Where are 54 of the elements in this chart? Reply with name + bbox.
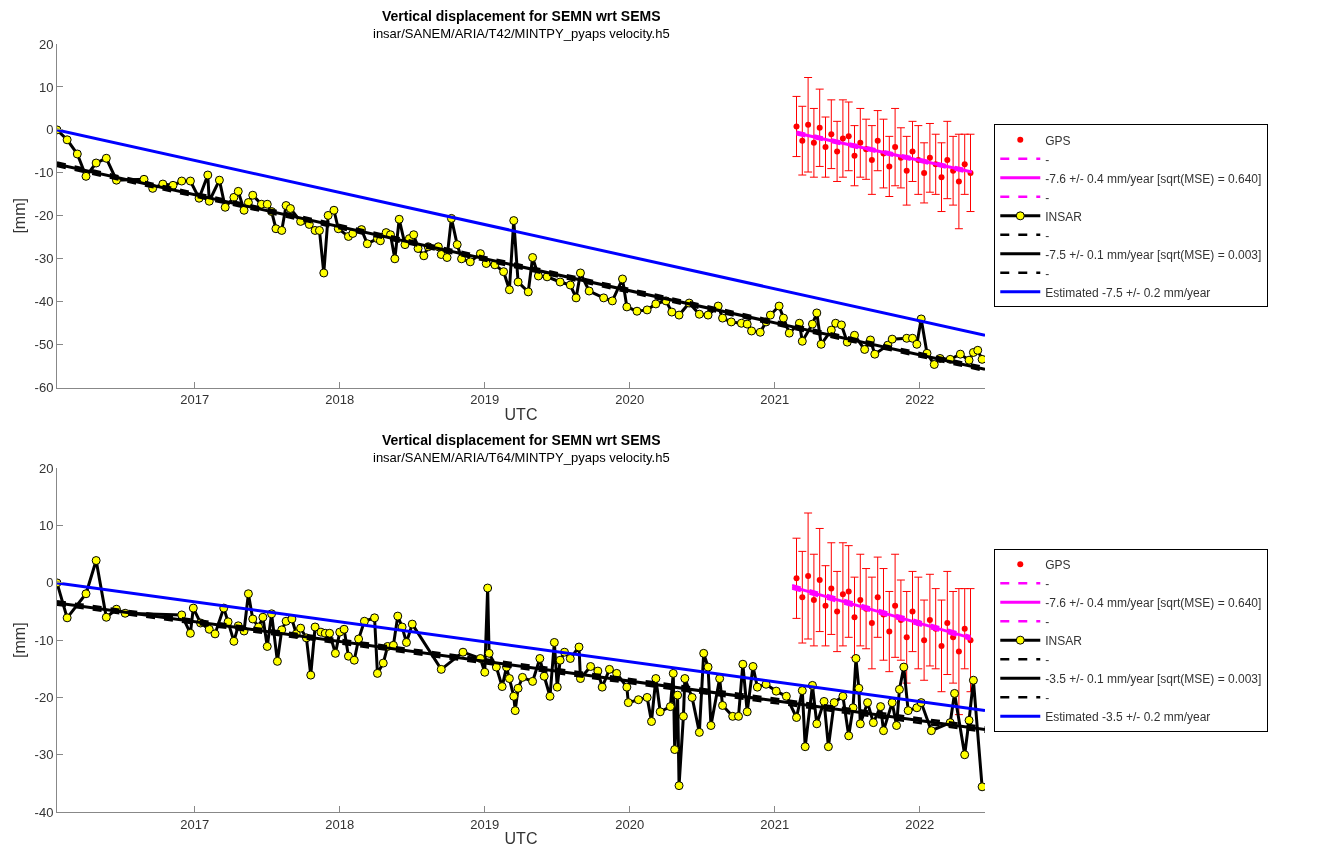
legend-label: INSAR [1045, 209, 1083, 224]
x-tick-label: 2021 [760, 392, 790, 408]
x-tick-label: 2018 [325, 392, 355, 408]
legend-label: INSAR [1045, 633, 1083, 648]
legend-label: - [1045, 266, 1050, 281]
x-tick-label: 2022 [905, 816, 935, 832]
y-tick-label: -40 [34, 804, 54, 820]
y-tick-label: 10 [38, 518, 54, 534]
y-tick-label: -20 [34, 208, 54, 224]
y-tick-label: -20 [34, 689, 54, 705]
x-tick-label: 2018 [325, 816, 355, 832]
y-tick-label: -10 [34, 632, 54, 648]
legend-label: Estimated -3.5 +/- 0.2 mm/year [1045, 709, 1211, 724]
y-tick-label: 20 [38, 36, 54, 52]
x-tick-label: 2020 [615, 816, 645, 832]
y-tick-label: -30 [34, 747, 54, 763]
chart-subtitle: insar/SANEM/ARIA/T42/MINTPY_pyaps velocity.h5 [373, 26, 670, 41]
y-tick-label: -50 [34, 337, 54, 353]
chart-title: Vertical displacement for SEMN wrt SEMS [382, 432, 661, 448]
y-tick-label: 0 [46, 575, 54, 591]
x-axis-title: UTC [504, 405, 538, 423]
legend-label: - [1045, 228, 1050, 243]
chart-title: Vertical displacement for SEMN wrt SEMS [382, 8, 661, 24]
x-tick-label: 2019 [470, 392, 500, 408]
y-axis-title: [mm] [11, 622, 29, 658]
legend-label: -7.6 +/- 0.4 mm/year [sqrt(MSE) = 0.640] [1045, 171, 1262, 186]
x-tick-label: 2019 [470, 816, 500, 832]
y-tick-label: -40 [34, 294, 54, 310]
x-tick-label: 2017 [180, 392, 210, 408]
y-axis-title: [mm] [11, 198, 29, 234]
legend-label: - [1045, 190, 1050, 205]
x-axis-title: UTC [504, 830, 538, 848]
legend-label: -7.6 +/- 0.4 mm/year [sqrt(MSE) = 0.640] [1045, 595, 1262, 610]
legend-label: GPS [1045, 133, 1071, 148]
legend-label: -7.5 +/- 0.1 mm/year [sqrt(MSE) = 0.003] [1045, 247, 1262, 262]
y-tick-label: 0 [46, 122, 54, 138]
legend-label: Estimated -7.5 +/- 0.2 mm/year [1045, 285, 1211, 300]
x-tick-label: 2021 [760, 816, 790, 832]
y-tick-label: -10 [34, 165, 54, 181]
legend-label: - [1045, 614, 1050, 629]
y-tick-label: 10 [38, 79, 54, 95]
y-tick-label: -60 [34, 380, 54, 396]
legend-label: - [1045, 576, 1050, 591]
legend-label: GPS [1045, 557, 1071, 572]
y-tick-label: -30 [34, 251, 54, 267]
chart-subtitle: insar/SANEM/ARIA/T64/MINTPY_pyaps velocity.h5 [373, 450, 670, 465]
x-tick-label: 2017 [180, 816, 210, 832]
legend-label: -3.5 +/- 0.1 mm/year [sqrt(MSE) = 0.003] [1045, 671, 1262, 686]
legend-label: - [1045, 652, 1050, 667]
legend-label: - [1045, 690, 1050, 705]
x-tick-label: 2020 [615, 392, 645, 408]
x-tick-label: 2022 [905, 392, 935, 408]
legend-label: - [1045, 152, 1050, 167]
y-tick-label: 20 [38, 460, 54, 476]
